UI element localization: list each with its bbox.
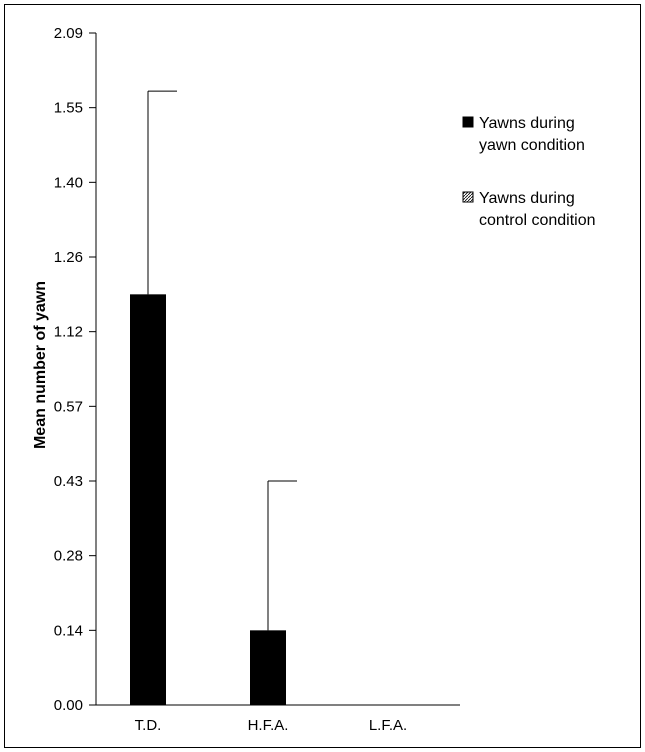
bar-td (130, 294, 166, 705)
bar-hfa (250, 630, 286, 705)
y-tick-label: 1.55 (54, 100, 83, 117)
chart-frame (4, 4, 641, 748)
x-labels: T.D. H.F.A. L.F.A. (135, 717, 408, 734)
legend-label: control condition (479, 212, 596, 229)
legend-swatch (462, 191, 474, 203)
x-category-label: H.F.A. (248, 717, 289, 734)
x-category-label: T.D. (135, 717, 162, 734)
legend-label: Yawns during (479, 115, 575, 132)
legend-label: Yawns during (479, 190, 575, 207)
y-tick-label: 0.14 (54, 622, 83, 639)
y-tick-label: 2.09 (54, 25, 83, 42)
y-tick-label: 0.28 (54, 548, 83, 565)
y-tick-label: 0.00 (54, 697, 83, 714)
bars (130, 294, 286, 705)
y-tick-label: 0.43 (54, 473, 83, 490)
error-bars (147, 90, 297, 631)
y-tick-label: 0.57 (54, 398, 83, 415)
legend-label: yawn condition (479, 137, 585, 154)
y-tick-label: 1.40 (54, 174, 83, 191)
legend: Yawns during yawn condition Yawns during co… (462, 115, 596, 229)
legend-swatch (462, 116, 474, 128)
y-axis-title: Mean number of yawn (32, 281, 49, 449)
y-ticks: 0.00 0.14 0.28 0.43 0.57 1.12 1.26 1.40 1.55 2.09 (54, 25, 96, 714)
x-category-label: L.F.A. (369, 717, 407, 734)
y-tick-label: 1.26 (54, 249, 83, 266)
y-tick-label: 1.12 (54, 324, 83, 341)
